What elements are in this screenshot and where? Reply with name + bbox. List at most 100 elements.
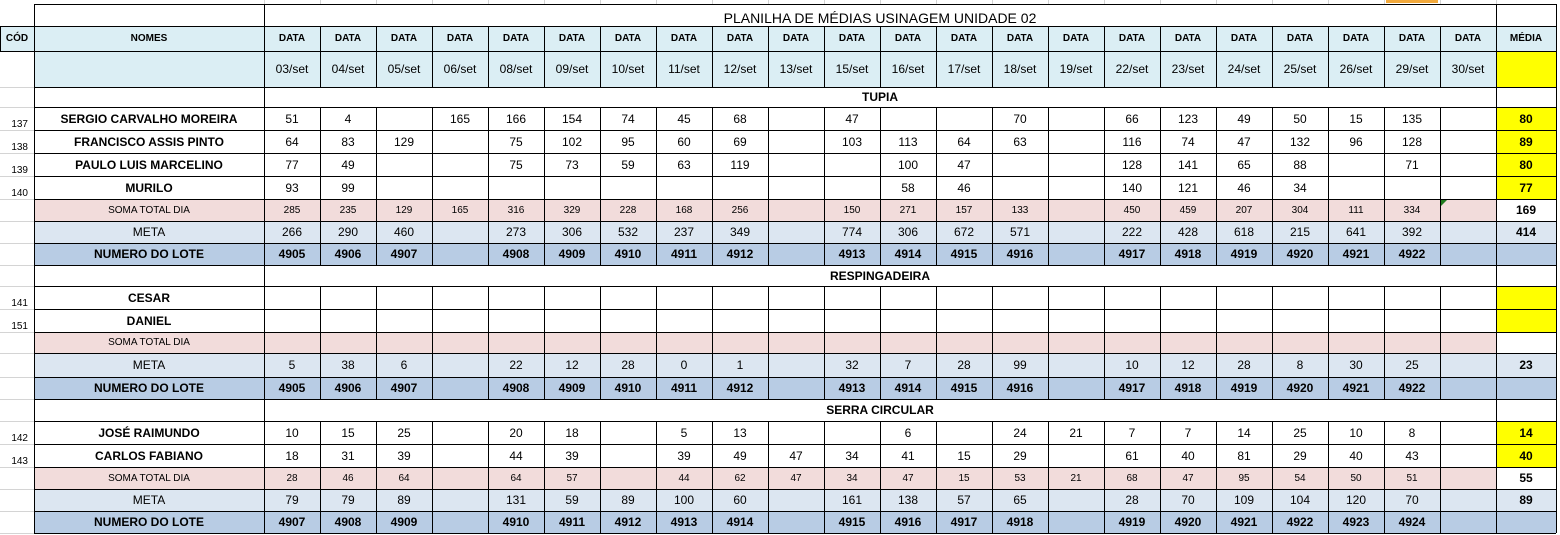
value-cell[interactable]: [656, 309, 712, 332]
row-code[interactable]: 138: [11, 142, 28, 153]
header-data[interactable]: DATA: [1272, 26, 1328, 51]
meta-value[interactable]: 774: [824, 221, 880, 243]
header-date[interactable]: 23/set: [1160, 51, 1216, 87]
soma-value[interactable]: [488, 332, 544, 353]
meta-value[interactable]: 100: [656, 489, 712, 511]
header-data[interactable]: DATA: [656, 26, 712, 51]
value-cell[interactable]: 47: [845, 111, 859, 126]
soma-value[interactable]: [1160, 332, 1216, 353]
value-cell[interactable]: 39: [565, 448, 579, 463]
soma-value[interactable]: 47: [768, 467, 824, 489]
value-cell[interactable]: 128: [1401, 134, 1423, 149]
header-media[interactable]: MÉDIA: [1496, 26, 1556, 51]
soma-value[interactable]: 304: [1272, 199, 1328, 221]
meta-value[interactable]: 641: [1328, 221, 1384, 243]
lote-value[interactable]: 4917: [1104, 377, 1160, 399]
section-title[interactable]: SERRA CIRCULAR: [826, 403, 934, 417]
header-data[interactable]: DATA: [544, 26, 600, 51]
lote-value[interactable]: 4922: [1384, 377, 1440, 399]
meta-value[interactable]: 65: [992, 489, 1048, 511]
value-cell[interactable]: 99: [341, 180, 355, 195]
meta-value[interactable]: 109: [1216, 489, 1272, 511]
meta-value[interactable]: 104: [1272, 489, 1328, 511]
meta-value[interactable]: 38: [320, 353, 376, 377]
media-header-cell[interactable]: [1496, 51, 1556, 87]
header-date[interactable]: 06/set: [432, 51, 488, 87]
lote-value[interactable]: 4913: [656, 511, 712, 533]
value-cell[interactable]: [936, 421, 992, 444]
meta-value[interactable]: 30: [1328, 353, 1384, 377]
meta-value[interactable]: 99: [992, 353, 1048, 377]
header-date[interactable]: 25/set: [1272, 51, 1328, 87]
value-cell[interactable]: 13: [733, 425, 747, 440]
meta-media[interactable]: 23: [1496, 353, 1556, 377]
meta-label[interactable]: META: [34, 221, 264, 243]
meta-value[interactable]: [432, 221, 488, 243]
soma-value[interactable]: 53: [992, 467, 1048, 489]
value-cell[interactable]: [264, 309, 320, 332]
value-cell[interactable]: [432, 286, 488, 309]
lote-value[interactable]: [768, 377, 824, 399]
value-cell[interactable]: [824, 176, 880, 199]
value-cell[interactable]: [1328, 153, 1384, 176]
header-date[interactable]: 30/set: [1440, 51, 1496, 87]
soma-value[interactable]: 47: [880, 467, 936, 489]
value-cell[interactable]: 15: [1349, 111, 1363, 126]
header-cod[interactable]: CÓD: [0, 26, 34, 51]
value-cell[interactable]: 65: [1237, 157, 1251, 172]
lote-value[interactable]: 4914: [712, 511, 768, 533]
header-data[interactable]: DATA: [1440, 26, 1496, 51]
row-code[interactable]: 139: [11, 165, 28, 176]
value-cell[interactable]: 128: [1121, 157, 1143, 172]
lote-value[interactable]: 4908: [320, 511, 376, 533]
lote-value[interactable]: 4912: [712, 377, 768, 399]
value-cell[interactable]: 102: [561, 134, 583, 149]
value-cell[interactable]: [768, 107, 824, 130]
value-cell[interactable]: 70: [1013, 111, 1027, 126]
lote-value[interactable]: 4910: [600, 377, 656, 399]
soma-value[interactable]: [1440, 199, 1496, 221]
value-cell[interactable]: 7: [1184, 425, 1192, 440]
value-cell[interactable]: 140: [1121, 180, 1143, 195]
header-date[interactable]: 12/set: [712, 51, 768, 87]
header-date[interactable]: 08/set: [488, 51, 544, 87]
meta-value[interactable]: 532: [600, 221, 656, 243]
meta-media[interactable]: 89: [1496, 489, 1556, 511]
value-cell[interactable]: 132: [1289, 134, 1311, 149]
value-cell[interactable]: [656, 176, 712, 199]
value-cell[interactable]: 74: [1181, 134, 1195, 149]
soma-value[interactable]: 228: [600, 199, 656, 221]
header-date[interactable]: 19/set: [1048, 51, 1104, 87]
soma-value[interactable]: [432, 467, 488, 489]
lote-value[interactable]: 4920: [1272, 377, 1328, 399]
meta-value[interactable]: 28: [1104, 489, 1160, 511]
lote-value[interactable]: 4922: [1384, 243, 1440, 265]
value-cell[interactable]: 15: [341, 425, 355, 440]
value-cell[interactable]: [1048, 107, 1104, 130]
soma-value[interactable]: [992, 332, 1048, 353]
soma-value[interactable]: [880, 332, 936, 353]
meta-value[interactable]: 290: [320, 221, 376, 243]
value-cell[interactable]: [1384, 309, 1440, 332]
header-data[interactable]: DATA: [712, 26, 768, 51]
meta-value[interactable]: 5: [264, 353, 320, 377]
media-cell[interactable]: [1496, 286, 1556, 309]
lote-value[interactable]: 4915: [936, 243, 992, 265]
soma-value[interactable]: 21: [1048, 467, 1104, 489]
soma-value[interactable]: [1272, 332, 1328, 353]
meta-value[interactable]: 32: [824, 353, 880, 377]
employee-name[interactable]: SERGIO CARVALHO MOREIRA: [60, 111, 238, 126]
meta-value[interactable]: 12: [544, 353, 600, 377]
header-date[interactable]: 29/set: [1384, 51, 1440, 87]
lote-value[interactable]: 4923: [1328, 511, 1384, 533]
value-cell[interactable]: 64: [285, 134, 299, 149]
value-cell[interactable]: [432, 130, 488, 153]
lote-value[interactable]: 4921: [1328, 377, 1384, 399]
lote-value[interactable]: 4919: [1216, 243, 1272, 265]
meta-value[interactable]: 79: [320, 489, 376, 511]
value-cell[interactable]: 166: [505, 111, 527, 126]
value-cell[interactable]: [376, 286, 432, 309]
header-data[interactable]: DATA: [376, 26, 432, 51]
soma-value[interactable]: 334: [1384, 199, 1440, 221]
meta-value[interactable]: [1440, 221, 1496, 243]
